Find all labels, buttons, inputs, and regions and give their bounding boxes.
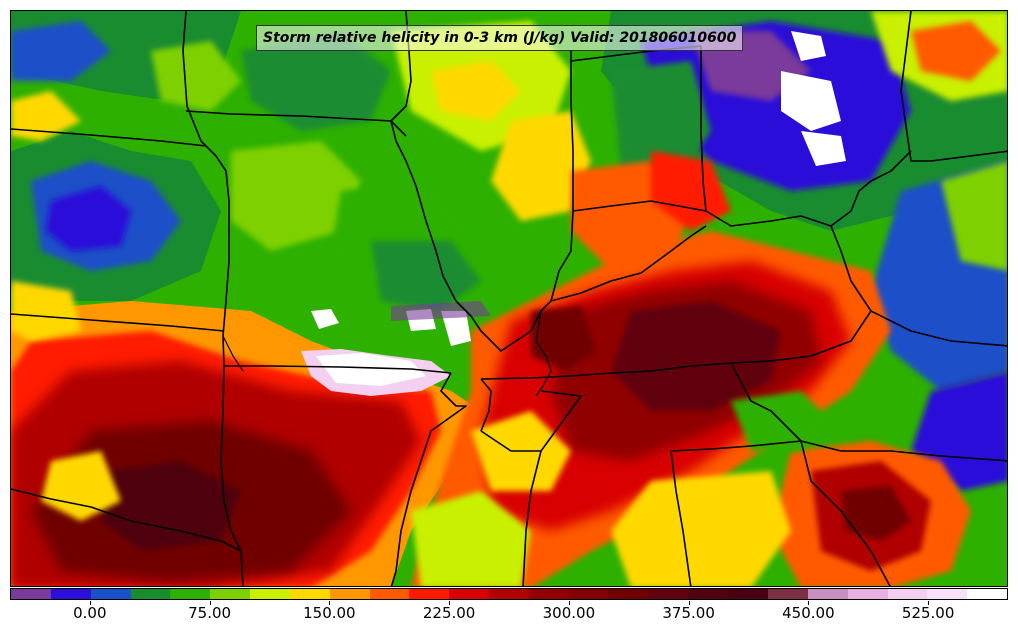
colorbar-swatch [568,589,609,599]
colorbar-swatch [489,589,529,599]
colorbar-tick-mark [449,601,451,605]
river-lines [222,310,552,397]
helicity-colorbar [10,588,1008,600]
colorbar-tick-mark [209,601,211,605]
colorbar-swatch [768,589,808,599]
colorbar-swatch [807,589,848,599]
colorbar-swatch [369,589,410,599]
colorbar-tick-mark [568,601,570,605]
colorbar-tick-label: 300.00 [542,604,596,622]
colorbar-swatch [170,589,211,599]
colorbar-ticks: 0.00 75.00 150.00 225.00 300.00 375.00 450.00 5… [10,601,1008,631]
colorbar-swatch [289,589,330,599]
colorbar-tick-mark [808,601,810,605]
colorbar-swatch [50,589,91,599]
colorbar-tick-mark [688,601,690,605]
colorbar-swatch [329,589,370,599]
map-panel: Storm relative helicity in 0-3 km (J/kg)… [10,10,1008,587]
map-title: Storm relative helicity in 0-3 km (J/kg)… [256,25,744,51]
colorbar-swatch [130,589,171,599]
colorbar-swatch [528,589,569,599]
colorbar-swatch [847,589,888,599]
colorbar-swatch [728,589,769,599]
colorbar-swatch [449,589,490,599]
colorbar-tick-label: 0.00 [73,604,107,622]
colorbar-tick-label: 150.00 [303,604,356,622]
colorbar-swatch [250,589,290,599]
colorbar-tick-mark [329,601,331,605]
colorbar-tick-label: 375.00 [662,604,715,622]
colorbar-tick-label: 450.00 [782,604,835,622]
colorbar-swatch [927,589,968,599]
helicity-field-map [11,11,1007,586]
colorbar-swatch [210,589,251,599]
helicity-contour-fill [11,11,1007,586]
colorbar-swatch [409,589,450,599]
colorbar-swatch [648,589,689,599]
colorbar-swatch [11,589,51,599]
colorbar-swatch [688,589,729,599]
colorbar-swatch [90,589,131,599]
colorbar-tick-mark [928,601,930,605]
colorbar-tick-label: 75.00 [188,604,232,622]
colorbar-tick-label: 525.00 [901,604,955,622]
colorbar-swatch [887,589,928,599]
colorbar-swatch [967,589,1008,599]
colorbar-tick-mark [89,601,91,605]
colorbar-tick-label: 225.00 [422,604,476,622]
colorbar-swatch [608,589,649,599]
